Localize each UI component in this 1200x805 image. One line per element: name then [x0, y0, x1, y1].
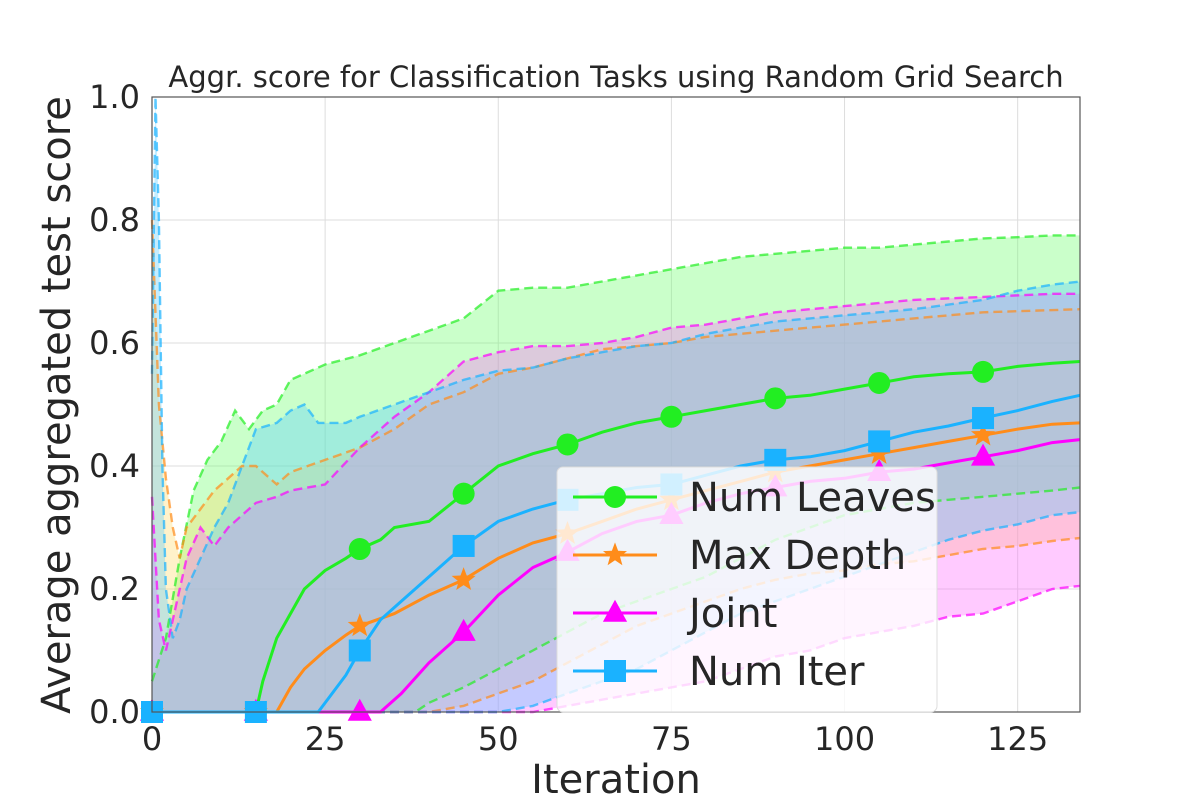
num-iter-marker: [764, 448, 787, 471]
max-depth-upper-bound: [150, 219, 1081, 559]
x-tick-label: 100: [814, 720, 875, 758]
y-tick-label: 0.0: [89, 693, 140, 731]
y-tick-label: 1.0: [89, 78, 140, 116]
legend-label-num-iter: Num Iter: [689, 649, 865, 695]
num-leaves-marker: [348, 538, 371, 561]
legend-marker-joint: [602, 599, 628, 622]
legend-marker-max-depth: [603, 542, 627, 566]
legend-label-num-leaves: Num Leaves: [689, 475, 936, 521]
joint-marker: [347, 698, 372, 721]
num-leaves-upper-bound: [150, 234, 1080, 682]
num-iter-marker: [868, 430, 891, 453]
num-iter-marker: [452, 534, 475, 557]
legend-label-joint: Joint: [686, 591, 777, 637]
num-leaves-marker: [660, 405, 683, 428]
legend-marker-num-leaves: [604, 486, 626, 508]
y-tick-label: 0.6: [89, 324, 140, 362]
legend-marker-num-iter: [604, 660, 626, 682]
num-leaves-marker: [452, 482, 475, 505]
y-tick-label: 0.4: [89, 447, 140, 485]
num-leaves-marker: [764, 387, 787, 410]
num-leaves-marker: [556, 433, 579, 456]
y-tick-label: 0.8: [89, 201, 140, 239]
x-axis-label: Iteration: [531, 757, 701, 800]
chart-title: Aggr. score for Classification Tasks usi…: [168, 60, 1063, 94]
num-leaves-marker: [868, 371, 891, 394]
num-iter-marker: [348, 639, 371, 662]
joint-marker: [970, 443, 996, 466]
x-tick-label: 50: [478, 720, 519, 758]
legend-label-max-depth: Max Depth: [689, 533, 906, 579]
num-iter-upper-bound: [150, 96, 1081, 639]
max-depth-lower-bound: [152, 536, 1081, 714]
max-depth-marker: [347, 613, 372, 637]
max-depth-band: [152, 220, 1080, 712]
y-tick-label: 0.2: [89, 570, 140, 608]
x-tick-label: 0: [142, 720, 162, 758]
joint-marker: [451, 618, 476, 641]
legend: Num Leaves Max Depth Joint Num Iter: [556, 466, 938, 713]
x-tick-label: 125: [987, 720, 1048, 758]
tick-labels: 0 25 50 75 100 125 0.0 0.2 0.4 0.6 0.8 1.0: [89, 78, 1048, 758]
legend-box: [556, 466, 938, 713]
num-leaves-marker: [972, 360, 995, 383]
max-depth-marker: [867, 441, 892, 464]
num-iter-marker: [972, 407, 995, 430]
max-depth-marker: [451, 567, 476, 590]
x-tick-label: 75: [651, 720, 692, 758]
y-axis-label: Average aggregated test score: [34, 96, 80, 714]
max-depth-marker: [971, 422, 996, 446]
x-tick-label: 25: [305, 720, 346, 758]
